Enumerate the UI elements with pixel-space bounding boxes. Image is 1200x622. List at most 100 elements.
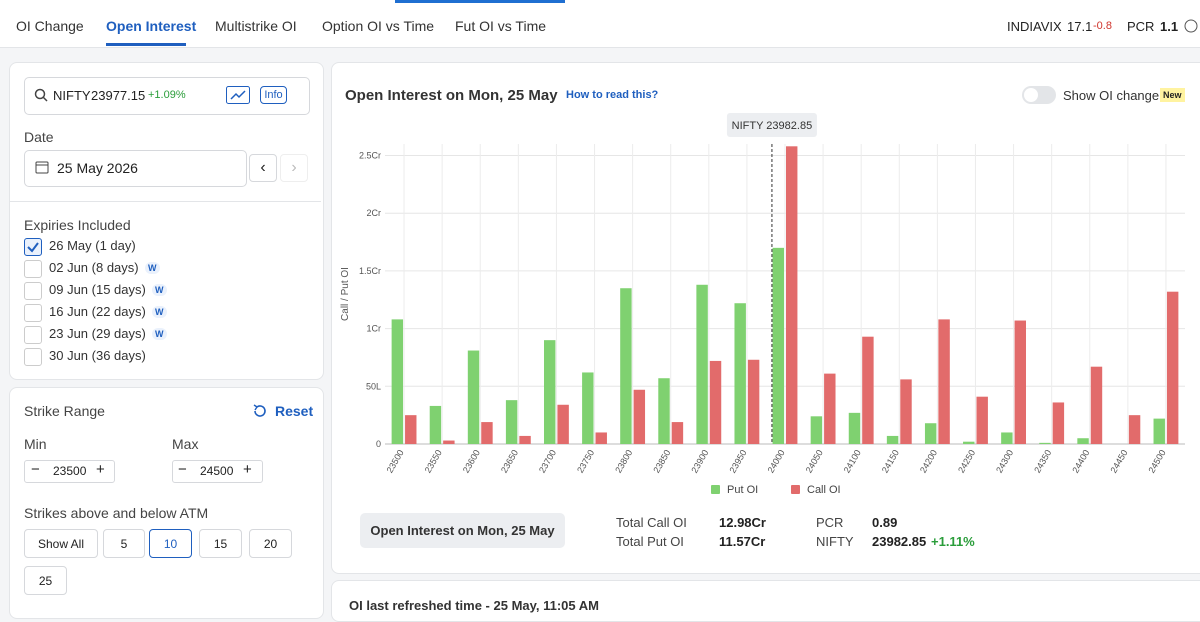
vix: 17.1 xyxy=(1067,19,1093,34)
vix-label: INDIAVIX xyxy=(1007,19,1062,34)
x-tick-label: 24350 xyxy=(1032,448,1053,475)
plus[interactable]: + xyxy=(96,461,105,478)
date-input[interactable] xyxy=(24,150,247,187)
annotation: NIFTY 23982.85 xyxy=(732,120,813,132)
price: 23977.15 xyxy=(91,88,146,103)
expiries-label: Expiries Included xyxy=(24,217,131,233)
x-tick-label: 23900 xyxy=(689,448,710,475)
refresh-time: OI last refreshed time - 25 May, 11:05 A… xyxy=(349,598,599,613)
y-axis-label: Call / Put OI xyxy=(340,267,351,321)
max: 24500 xyxy=(200,464,234,478)
bar xyxy=(1052,402,1065,444)
tab[interactable]: Option OI vs Time xyxy=(322,18,435,34)
call-label: Total Call OI xyxy=(616,515,687,530)
annotation-box xyxy=(726,113,817,137)
bar xyxy=(505,400,518,444)
calendar-icon xyxy=(35,161,49,174)
legend-label: Call OI xyxy=(807,484,841,496)
x-tick-label: 23800 xyxy=(613,448,634,475)
summary-button[interactable]: Open Interest on Mon, 25 May xyxy=(360,513,565,548)
bar xyxy=(633,389,646,444)
atm-option[interactable]: 10 xyxy=(149,529,192,558)
bar xyxy=(976,396,988,444)
y-tick-label: 2.5Cr xyxy=(359,151,381,161)
bar xyxy=(467,350,480,444)
bar xyxy=(671,422,684,444)
y-tick-label: 0 xyxy=(376,439,381,449)
plus[interactable]: + xyxy=(243,461,252,478)
y-tick-label: 2Cr xyxy=(366,208,381,218)
max-input[interactable] xyxy=(172,460,263,483)
bar xyxy=(772,247,784,444)
search-box[interactable] xyxy=(24,77,310,115)
checkbox[interactable] xyxy=(24,282,42,300)
minus[interactable]: − xyxy=(178,461,187,478)
checkbox[interactable] xyxy=(24,238,42,256)
bar xyxy=(734,303,746,444)
checkbox[interactable] xyxy=(24,326,42,344)
bar xyxy=(886,435,899,444)
tab[interactable]: Fut OI vs Time xyxy=(455,18,547,34)
change: +1.09% xyxy=(148,89,186,101)
pcr: 0.89 xyxy=(872,515,898,530)
bar xyxy=(595,432,607,444)
x-tick-label: 24200 xyxy=(918,448,939,475)
minus[interactable]: − xyxy=(31,461,40,478)
x-tick-label: 24500 xyxy=(1147,448,1168,475)
x-tick-label: 23700 xyxy=(537,448,558,475)
weekly-badge: W xyxy=(145,262,160,274)
bar xyxy=(1166,291,1179,444)
x-tick-label: 23500 xyxy=(385,448,406,475)
bar xyxy=(658,378,670,444)
weekly-badge: W xyxy=(152,328,167,340)
toggle-knob xyxy=(1024,88,1038,102)
trend-button[interactable] xyxy=(226,86,250,104)
bar xyxy=(1001,432,1013,444)
pcr: 1.1 xyxy=(1160,19,1179,34)
info-icon[interactable] xyxy=(1184,19,1198,33)
info-button[interactable]: Info xyxy=(260,86,287,104)
atm-option[interactable]: 5 xyxy=(103,529,145,558)
reset[interactable]: Reset xyxy=(275,403,314,419)
bar xyxy=(696,284,708,444)
atm-option[interactable]: 20 xyxy=(249,529,292,558)
put-label: Total Put OI xyxy=(616,534,684,549)
x-tick-label: 24100 xyxy=(842,448,863,475)
min-label: Min xyxy=(24,436,47,452)
new-badge: New xyxy=(1160,88,1185,102)
nifty-change: +1.11% xyxy=(931,534,975,549)
put-total: 11.57Cr xyxy=(719,534,766,549)
tab[interactable]: Open Interest xyxy=(106,18,197,34)
atm-option[interactable]: Show All xyxy=(24,529,98,558)
help-link[interactable]: How to read this? xyxy=(566,89,659,101)
toggle-label: Show OI change xyxy=(1063,88,1160,103)
pcr-label: PCR xyxy=(1127,19,1155,34)
tab[interactable]: OI Change xyxy=(16,18,84,34)
x-tick-label: 24450 xyxy=(1108,448,1129,475)
legend-swatch xyxy=(711,485,720,494)
checkbox[interactable] xyxy=(24,348,42,366)
chart-title: Open Interest on Mon, 25 May xyxy=(345,87,558,104)
top-nav xyxy=(0,0,1200,48)
checkbox[interactable] xyxy=(24,260,42,278)
checkbox[interactable] xyxy=(24,304,42,322)
prev-date[interactable]: ‹ xyxy=(249,154,277,182)
next-date[interactable]: › xyxy=(280,154,308,182)
bar xyxy=(1077,438,1089,444)
bar xyxy=(391,319,404,444)
chart: 0 50L 1Cr 1.5Cr 2Cr 2.5Cr 23500 23550 23600 23650… xyxy=(340,113,1185,496)
min-input[interactable] xyxy=(24,460,115,483)
atm-option[interactable]: 15 xyxy=(199,529,242,558)
check xyxy=(27,242,39,253)
atm-option[interactable]: 25 xyxy=(24,566,67,595)
bar xyxy=(1090,366,1103,444)
x-tick-label: 23850 xyxy=(651,448,672,475)
tab[interactable]: Multistrike OI xyxy=(215,18,297,34)
bar xyxy=(582,372,594,444)
reset-icon xyxy=(253,404,266,417)
weekly-badge: W xyxy=(152,284,167,296)
bar xyxy=(429,405,442,444)
bar xyxy=(620,288,632,444)
bar xyxy=(544,340,556,444)
bar xyxy=(1153,418,1165,444)
